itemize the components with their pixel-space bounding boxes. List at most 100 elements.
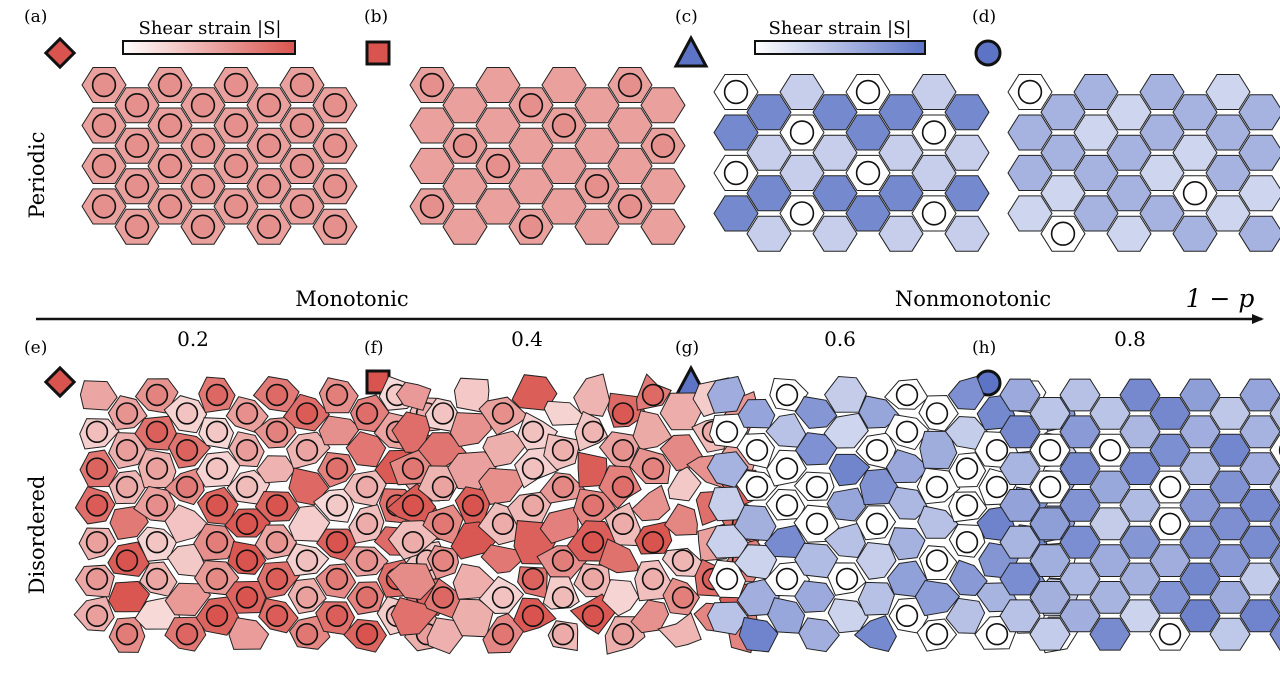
cell <box>828 453 871 487</box>
panel-label-d: (d) <box>972 7 996 27</box>
inclusion-circle <box>551 622 575 646</box>
cell <box>859 468 900 506</box>
cell <box>1239 452 1280 485</box>
inclusion-circle <box>775 457 799 480</box>
cell <box>657 612 702 648</box>
inclusion-circle <box>355 586 379 609</box>
cell <box>1059 489 1101 522</box>
inclusion-circle <box>925 475 949 499</box>
cell <box>1089 397 1131 430</box>
cell <box>1179 562 1221 596</box>
cell <box>1059 562 1101 596</box>
cell <box>1059 525 1101 559</box>
cell <box>228 617 270 650</box>
cell <box>1040 175 1086 212</box>
cell <box>1029 581 1071 614</box>
cell <box>1040 94 1086 131</box>
cell <box>640 168 686 205</box>
inclusion-circle <box>256 174 282 199</box>
marker-diamond-icon <box>43 365 77 399</box>
colorbar-blue <box>754 40 926 55</box>
inclusion-circle <box>805 475 829 499</box>
cell <box>1119 525 1161 559</box>
inclusion-circle <box>1098 439 1122 462</box>
inclusion-circle <box>617 194 643 219</box>
inclusion-circle <box>85 494 109 517</box>
panel-label-b: (b) <box>364 7 388 27</box>
cell <box>1029 544 1071 577</box>
cell <box>1269 581 1280 614</box>
inclusion-circle <box>115 439 139 462</box>
cell <box>1209 581 1251 614</box>
inclusion-circle <box>985 439 1009 462</box>
cell <box>794 580 836 613</box>
inclusion-circle <box>325 457 349 480</box>
axis-label-monotonic: Monotonic <box>295 287 408 311</box>
inclusion-circle <box>1038 439 1062 462</box>
cell <box>1238 215 1280 252</box>
cell <box>1059 378 1101 412</box>
inclusion-circle <box>835 567 859 591</box>
cell <box>475 188 521 225</box>
cell <box>1119 489 1161 522</box>
cell <box>1205 114 1251 151</box>
inclusion-circle <box>491 512 515 535</box>
cell <box>911 74 957 110</box>
lattice-a <box>81 67 358 245</box>
cell <box>1106 215 1152 252</box>
cell <box>409 147 455 184</box>
inclusion-circle <box>265 604 289 627</box>
axis-variable: 1 − p <box>1186 284 1255 313</box>
inclusion-circle <box>124 214 150 239</box>
inclusion-circle <box>322 133 348 158</box>
inclusion-circle <box>235 475 259 499</box>
inclusion-circle <box>295 549 319 572</box>
inclusion-circle <box>145 530 169 554</box>
panel-label-h: (h) <box>972 338 996 358</box>
cell <box>999 599 1041 633</box>
cell <box>944 215 990 252</box>
inclusion-circle <box>115 622 139 646</box>
cell <box>663 503 698 536</box>
inclusion-circle <box>581 530 605 554</box>
cell <box>812 94 858 131</box>
inclusion-circle <box>855 160 881 186</box>
cell <box>1179 378 1221 412</box>
inclusion-circle <box>205 567 229 591</box>
inclusion-circle <box>611 622 635 646</box>
inclusion-circle <box>265 494 289 517</box>
cell <box>1106 175 1152 212</box>
cell <box>949 559 988 597</box>
cell <box>1119 562 1161 596</box>
inclusion-circle <box>295 439 319 462</box>
inclusion-circle <box>1038 475 1062 499</box>
inclusion-circle <box>581 567 605 591</box>
inclusion-circle <box>85 604 109 627</box>
inclusion-circle <box>223 72 249 98</box>
cell <box>1007 195 1053 232</box>
inclusion-circle <box>289 113 315 138</box>
inclusion-circle <box>521 420 545 443</box>
inclusion-circle <box>551 475 575 499</box>
inclusion-circle <box>322 174 348 199</box>
inclusion-circle <box>671 586 695 609</box>
cell <box>1089 581 1131 614</box>
inclusion-circle <box>985 475 1009 499</box>
inclusion-circle <box>265 530 289 554</box>
inclusion-circle <box>581 604 605 627</box>
inclusion-circle <box>145 383 169 407</box>
inclusion-circle <box>325 383 349 407</box>
row-label-periodic: Periodic <box>25 132 49 219</box>
cell <box>1149 397 1191 430</box>
cell <box>541 67 587 103</box>
inclusion-circle <box>715 420 739 443</box>
inclusion-circle <box>921 120 947 145</box>
cell <box>508 168 554 205</box>
cell <box>947 375 985 411</box>
cell <box>164 504 209 544</box>
inclusion-circle <box>865 512 889 535</box>
inclusion-circle <box>611 439 635 462</box>
axis-tick-1: 0.4 <box>511 327 543 351</box>
cell <box>823 412 869 449</box>
cell <box>442 87 488 124</box>
